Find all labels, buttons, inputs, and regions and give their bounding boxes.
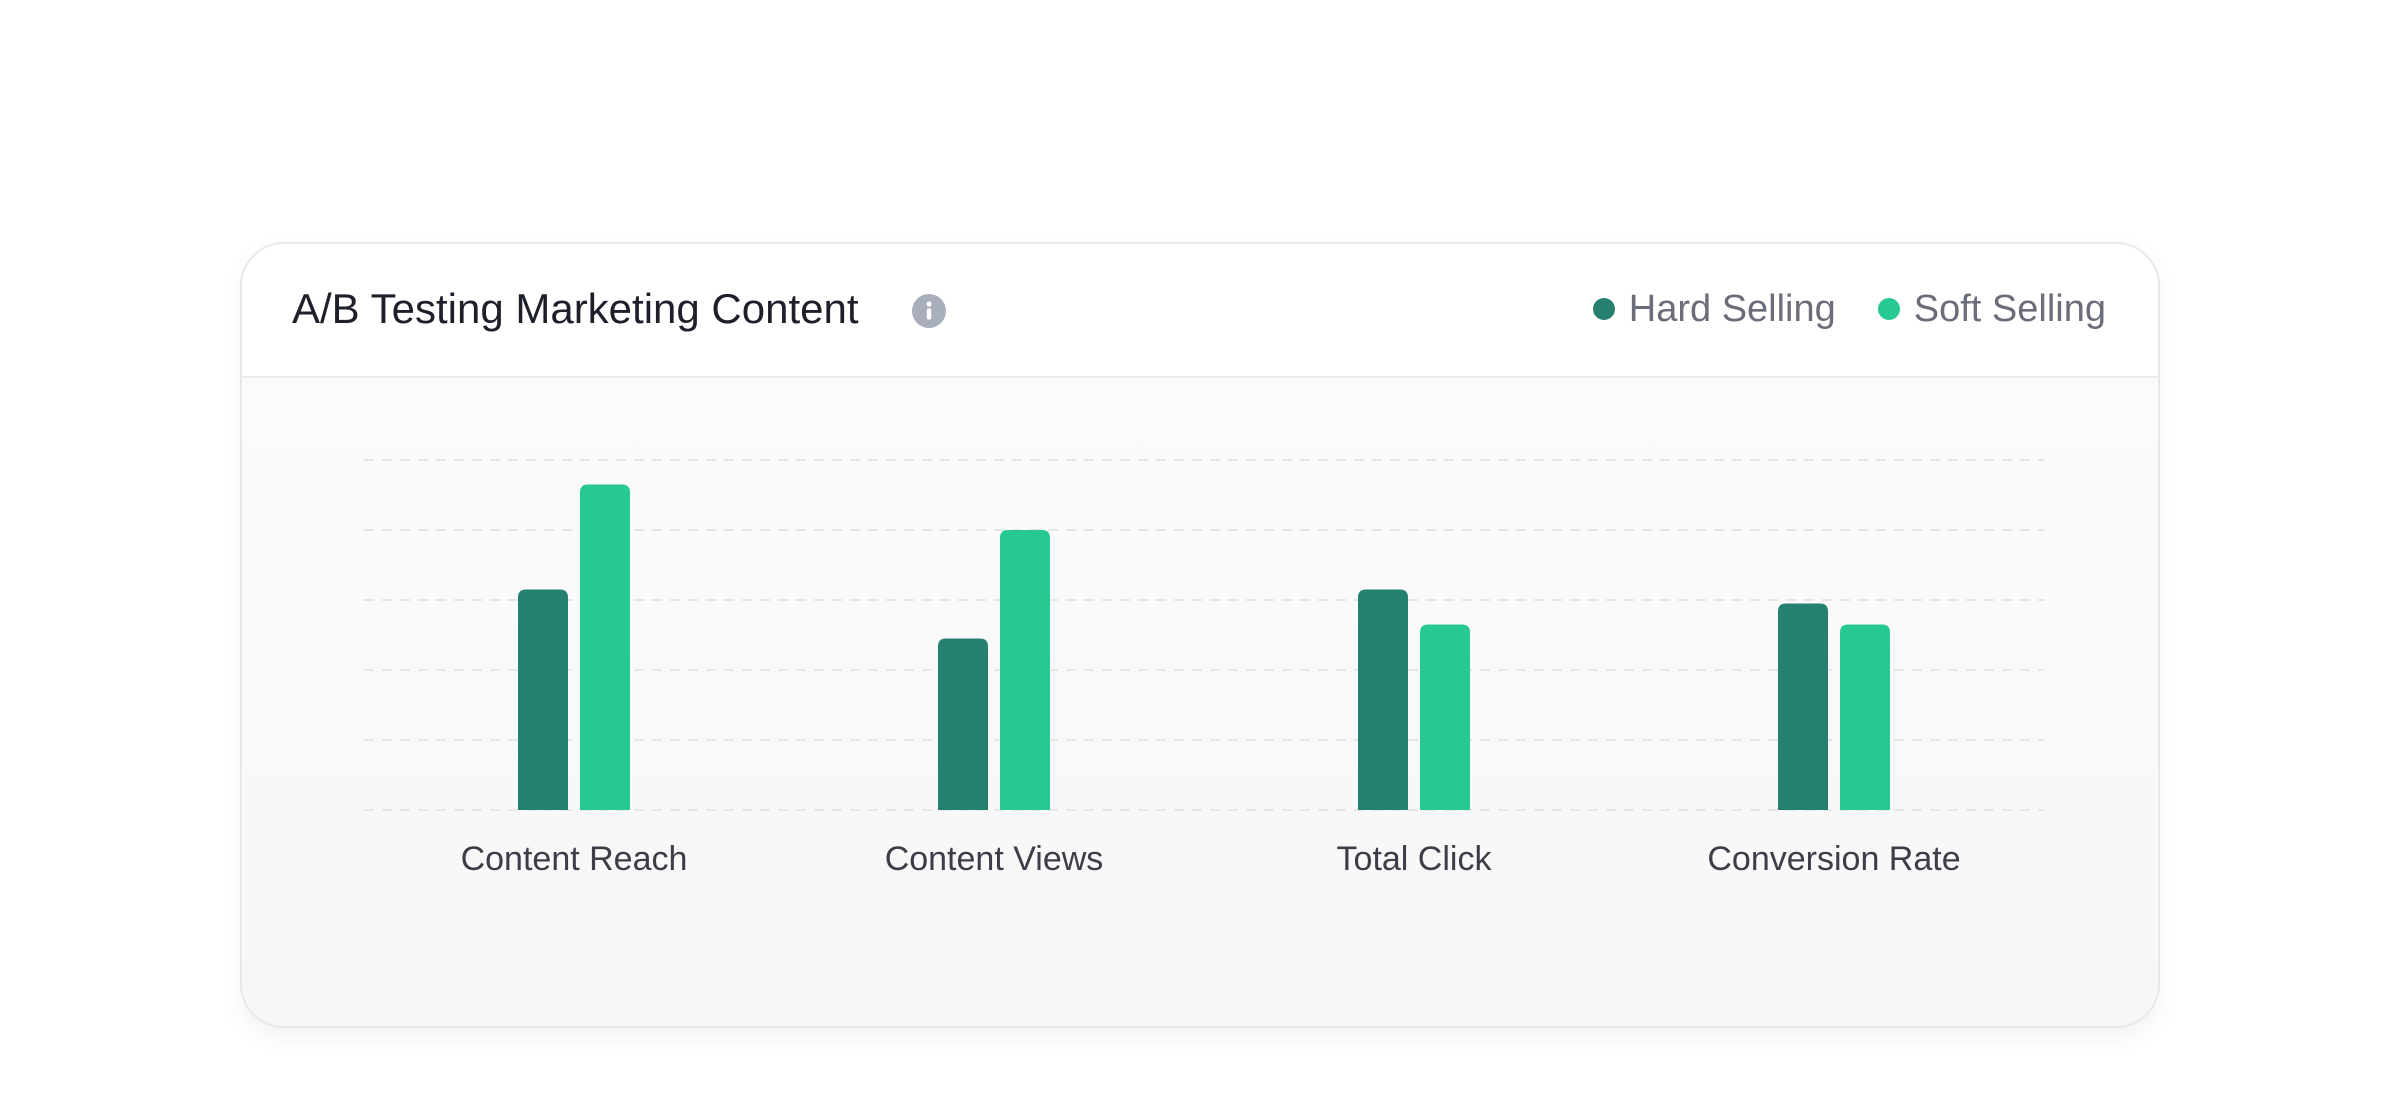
bar-hard-selling-content-views[interactable]	[938, 638, 988, 811]
chart-area: Content Reach Content Views Total Click Con…	[242, 378, 2158, 1026]
x-tick-label: Content Views	[885, 840, 1104, 878]
legend-label-soft-selling: Soft Selling	[1913, 287, 2106, 330]
x-tick-label: Content Reach	[461, 840, 688, 878]
chart-legend: Hard Selling Soft Selling	[1551, 284, 2106, 334]
chart-title: A/B Testing Marketing Content	[292, 285, 859, 332]
bar-hard-selling-total-click[interactable]	[1358, 589, 1408, 811]
legend-dot-hard-selling	[1592, 298, 1615, 320]
card-header: A/B Testing Marketing Content Hard Selli…	[242, 244, 2158, 378]
bar-hard-selling-content-reach[interactable]	[518, 589, 568, 811]
legend-item-hard-selling[interactable]: Hard Selling	[1592, 287, 1836, 331]
legend-label-hard-selling: Hard Selling	[1628, 287, 1836, 330]
bar-soft-selling-conversion-rate[interactable]	[1840, 624, 1890, 811]
legend-item-soft-selling[interactable]: Soft Selling	[1877, 287, 2106, 331]
bar-soft-selling-content-reach[interactable]	[580, 484, 630, 811]
chart-card: A/B Testing Marketing Content Hard Selli…	[240, 242, 2160, 1028]
bar-chart: Content Reach Content Views Total Click Con…	[364, 459, 2044, 878]
x-tick-label: Total Click	[1337, 840, 1493, 878]
x-tick-label: Conversion Rate	[1707, 840, 1960, 878]
bar-soft-selling-content-views[interactable]	[1000, 530, 1050, 810]
legend-dot-soft-selling	[1877, 298, 1900, 320]
info-icon[interactable]	[912, 294, 946, 328]
bar-soft-selling-total-click[interactable]	[1420, 624, 1470, 811]
bar-hard-selling-conversion-rate[interactable]	[1778, 603, 1828, 811]
